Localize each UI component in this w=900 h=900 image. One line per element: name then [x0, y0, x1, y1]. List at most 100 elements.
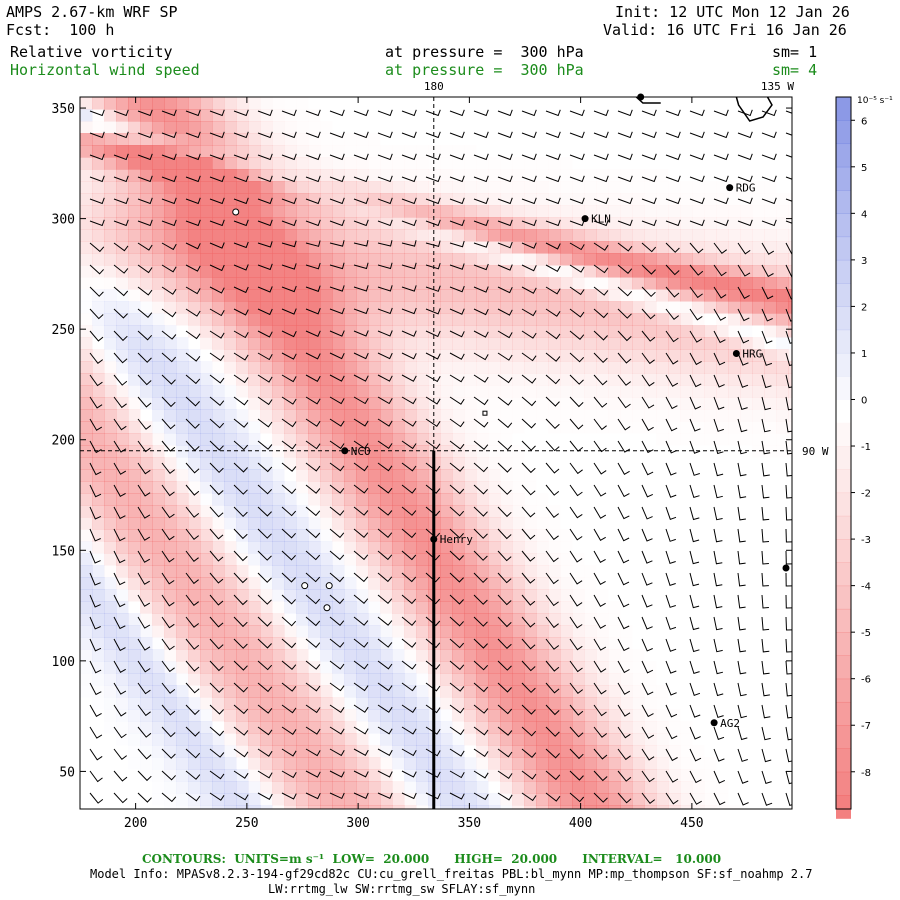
wind-barb	[641, 550, 653, 564]
vorticity-cell	[788, 121, 801, 134]
vorticity-cell	[284, 757, 297, 770]
vorticity-cell	[200, 385, 213, 398]
wind-barb	[737, 748, 748, 762]
vorticity-cell	[188, 349, 201, 362]
wind-barb	[281, 770, 297, 779]
vorticity-cell	[380, 481, 393, 494]
vorticity-cell	[296, 349, 309, 362]
vorticity-cell	[116, 385, 129, 398]
vorticity-cell	[704, 121, 717, 134]
vorticity-cell	[80, 229, 93, 242]
vorticity-cell	[416, 289, 429, 302]
wind-barb	[737, 594, 746, 609]
wind-barb	[689, 175, 705, 183]
vorticity-cell	[224, 217, 237, 230]
vorticity-cell	[308, 565, 321, 578]
vorticity-cell	[272, 205, 285, 218]
site-marker	[325, 582, 333, 590]
vorticity-cell	[740, 253, 753, 266]
vorticity-cell	[644, 253, 657, 266]
vorticity-cell	[308, 541, 321, 554]
wind-barb	[305, 308, 321, 315]
vorticity-cell	[464, 241, 477, 254]
vorticity-cell	[248, 313, 261, 326]
vorticity-cell	[596, 697, 609, 710]
wind-barb	[569, 242, 585, 251]
wind-barb	[593, 352, 608, 364]
colorbar-segment	[836, 329, 851, 354]
vorticity-cell	[128, 361, 141, 374]
vorticity-cell	[284, 613, 297, 626]
vorticity-cell	[440, 781, 453, 794]
wind-barb	[137, 286, 153, 296]
vorticity-cell	[704, 457, 717, 470]
vorticity-cell	[476, 697, 489, 710]
vorticity-cell	[440, 769, 453, 782]
vorticity-cell	[296, 685, 309, 698]
wind-barb	[329, 197, 345, 205]
vorticity-cell	[248, 733, 261, 746]
vorticity-cell	[392, 361, 405, 374]
vorticity-cell	[788, 589, 801, 602]
vorticity-cell	[80, 745, 93, 758]
vorticity-cell	[692, 433, 705, 446]
wind-barb	[89, 131, 105, 139]
wind-barb	[569, 330, 585, 341]
vorticity-cell	[668, 349, 681, 362]
vorticity-cell	[608, 325, 621, 338]
vorticity-cell	[440, 793, 453, 806]
vorticity-cell	[404, 601, 417, 614]
vorticity-cell	[92, 649, 105, 662]
wind-barb	[113, 418, 127, 431]
wind-barb	[521, 396, 537, 407]
vorticity-cell	[392, 589, 405, 602]
vorticity-cell	[416, 97, 429, 110]
vorticity-cell	[584, 553, 597, 566]
vorticity-cell	[560, 673, 573, 686]
wind-barb	[329, 352, 345, 360]
vorticity-cell	[344, 217, 357, 230]
vorticity-cell	[272, 289, 285, 302]
vorticity-cell	[716, 433, 729, 446]
vorticity-cell	[260, 385, 273, 398]
vorticity-cell	[104, 565, 117, 578]
wind-barb	[545, 131, 561, 139]
wind-barb	[665, 638, 677, 652]
wind-barb	[425, 660, 441, 670]
vorticity-cell	[104, 301, 117, 314]
vorticity-cell	[272, 145, 285, 158]
vorticity-cell	[584, 241, 597, 254]
wind-barb	[497, 594, 512, 606]
vorticity-cell	[416, 217, 429, 230]
vorticity-cell	[140, 133, 153, 146]
vorticity-cell	[380, 217, 393, 230]
vorticity-cell	[452, 565, 465, 578]
vorticity-cell	[296, 481, 309, 494]
vorticity-cell	[440, 673, 453, 686]
vorticity-cell	[752, 265, 765, 278]
vorticity-cell	[176, 97, 189, 110]
wind-barb	[113, 726, 127, 739]
vorticity-cell	[152, 709, 165, 722]
wind-barb	[281, 263, 297, 270]
vorticity-cell	[584, 481, 597, 494]
station-marker	[430, 535, 438, 543]
vorticity-cell	[728, 733, 741, 746]
wind-barb	[257, 109, 273, 117]
vorticity-cell	[308, 217, 321, 230]
vorticity-cell	[164, 337, 177, 350]
vorticity-cell	[308, 517, 321, 530]
wind-barb	[329, 528, 345, 539]
wind-barb	[689, 682, 701, 696]
vorticity-cell	[500, 565, 513, 578]
vorticity-cell	[152, 169, 165, 182]
vorticity-cell	[416, 661, 429, 674]
vorticity-cell	[752, 169, 765, 182]
wind-barb	[449, 418, 465, 428]
vorticity-cell	[440, 337, 453, 350]
vorticity-cell	[788, 409, 792, 422]
colorbar-segment	[836, 515, 851, 540]
wind-barb	[185, 352, 201, 362]
wind-barb	[785, 462, 792, 477]
wind-barb	[185, 153, 201, 161]
